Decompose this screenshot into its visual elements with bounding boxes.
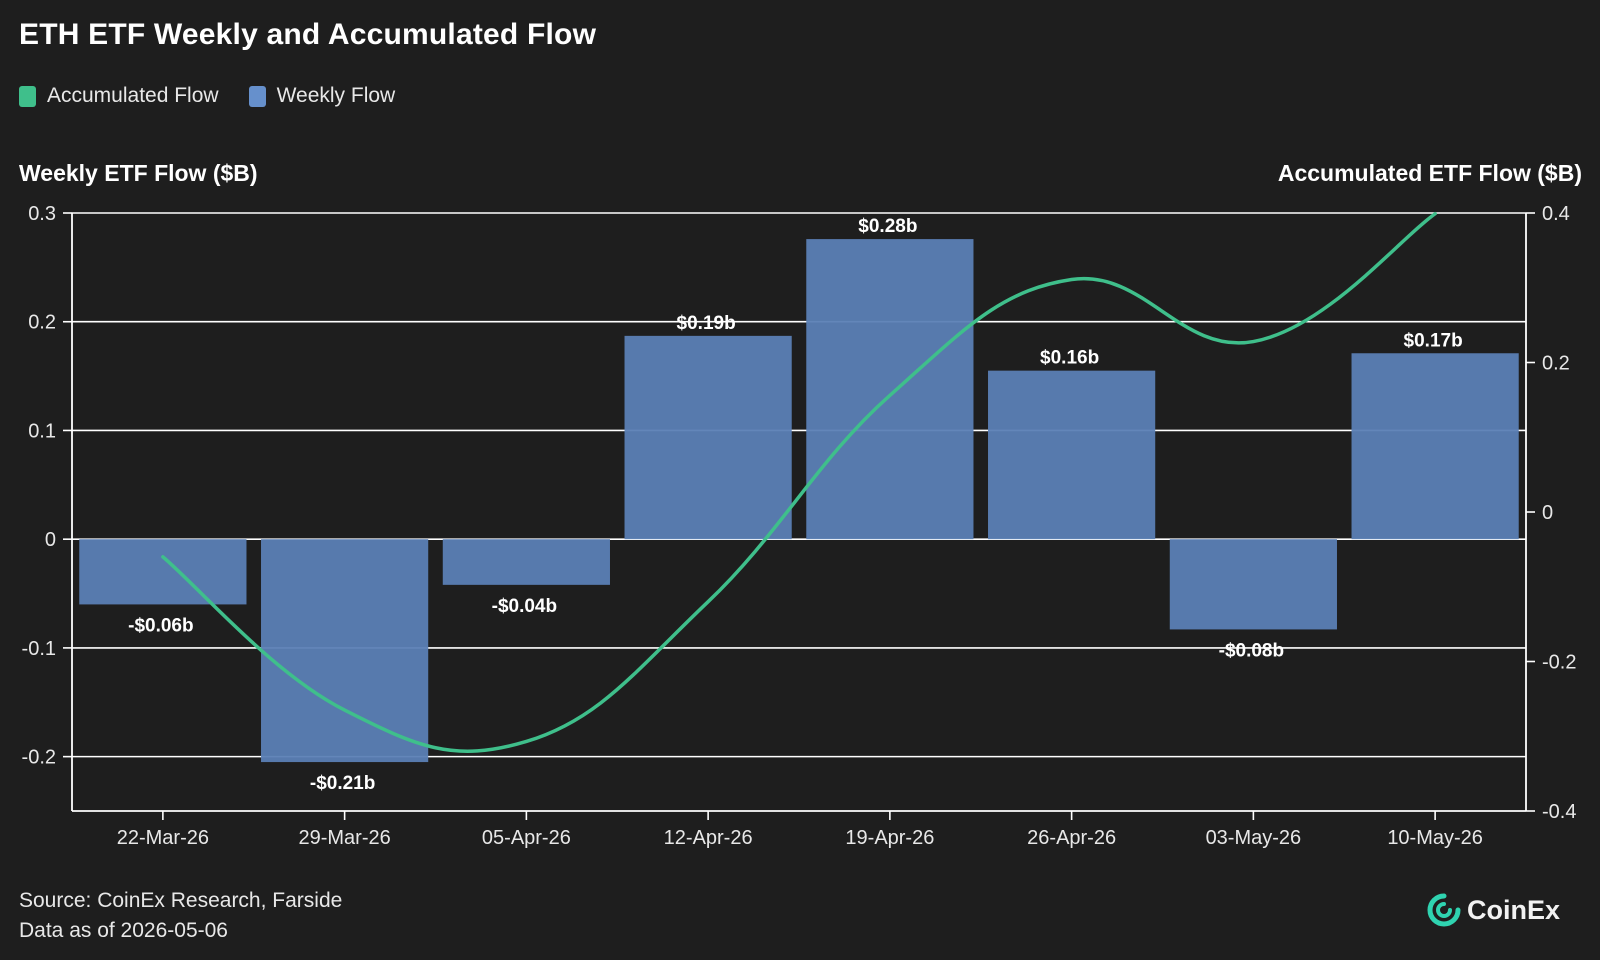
bar-19-Apr-26 <box>806 239 974 540</box>
coinex-logo: CoinEx <box>1427 893 1560 927</box>
y-tick-label-right-1: 0.2 <box>1542 353 1570 375</box>
x-tick-label-19-Apr-26: 19-Apr-26 <box>845 827 934 849</box>
bar-label-29-Mar-26: -$0.21b <box>310 773 375 794</box>
bar-label-22-Mar-26: -$0.06b <box>128 615 193 636</box>
y-tick-label-left-4: -0.1 <box>22 638 56 660</box>
y-tick-label-left-3: 0 <box>45 529 56 551</box>
legend-item-accumulated[interactable]: Accumulated Flow <box>19 84 219 108</box>
y-tick-label-left-5: -0.2 <box>22 747 56 769</box>
chart-title: ETH ETF Weekly and Accumulated Flow <box>19 18 597 51</box>
legend-label-weekly: Weekly Flow <box>276 84 396 107</box>
legend-swatch-accumulated <box>19 85 36 107</box>
x-tick-label-03-May-26: 03-May-26 <box>1206 827 1302 849</box>
y-tick-label-right-3: -0.2 <box>1542 652 1576 674</box>
bar-03-May-26 <box>1169 539 1337 630</box>
bar-label-03-May-26: -$0.08b <box>1219 640 1284 661</box>
x-tick-label-29-Mar-26: 29-Mar-26 <box>298 827 390 849</box>
bar-12-Apr-26 <box>624 335 792 540</box>
x-tick-label-05-Apr-26: 05-Apr-26 <box>482 827 571 849</box>
x-tick-label-10-May-26: 10-May-26 <box>1387 827 1483 849</box>
bar-label-26-Apr-26: $0.16b <box>1040 348 1099 369</box>
bar-22-Mar-26 <box>79 539 247 605</box>
bar-29-Mar-26 <box>261 539 429 763</box>
y-tick-label-left-2: 0.1 <box>28 420 56 442</box>
bar-26-Apr-26 <box>988 370 1156 540</box>
y-tick-label-right-0: 0.4 <box>1542 203 1570 225</box>
line-accumulated-flow <box>161 211 1437 753</box>
y-tick-label-right-2: 0 <box>1542 502 1553 524</box>
footer: Source: CoinEx Research, Farside Data as… <box>19 886 342 946</box>
y-axis-title-left: Weekly ETF Flow ($B) <box>19 160 258 186</box>
y-axis-title-right: Accumulated ETF Flow ($B) <box>1277 160 1582 186</box>
bar-05-Apr-26 <box>442 539 610 585</box>
footer-date: Data as of 2026-05-06 <box>19 919 228 942</box>
bar-label-19-Apr-26: $0.28b <box>858 216 917 237</box>
legend: Accumulated Flow Weekly Flow <box>19 84 395 108</box>
x-tick-label-12-Apr-26: 12-Apr-26 <box>664 827 753 849</box>
logo-text: CoinEx <box>1466 894 1560 925</box>
y-tick-label-right-4: -0.4 <box>1542 801 1576 823</box>
footer-source: Source: CoinEx Research, Farside <box>19 889 343 912</box>
y-tick-label-left-0: 0.3 <box>28 203 56 225</box>
bar-label-05-Apr-26: -$0.04b <box>492 596 557 617</box>
legend-item-weekly[interactable]: Weekly Flow <box>248 84 396 108</box>
bar-label-10-May-26: $0.17b <box>1404 330 1463 351</box>
y-tick-label-left-1: 0.2 <box>28 312 56 334</box>
bar-10-May-26 <box>1351 353 1519 540</box>
legend-label-accumulated: Accumulated Flow <box>47 84 219 107</box>
legend-swatch-weekly <box>248 85 266 107</box>
coinex-logo-icon <box>1427 893 1461 927</box>
bar-label-12-Apr-26: $0.19b <box>677 313 736 334</box>
x-tick-label-22-Mar-26: 22-Mar-26 <box>117 827 209 849</box>
x-tick-label-26-Apr-26: 26-Apr-26 <box>1027 827 1116 849</box>
